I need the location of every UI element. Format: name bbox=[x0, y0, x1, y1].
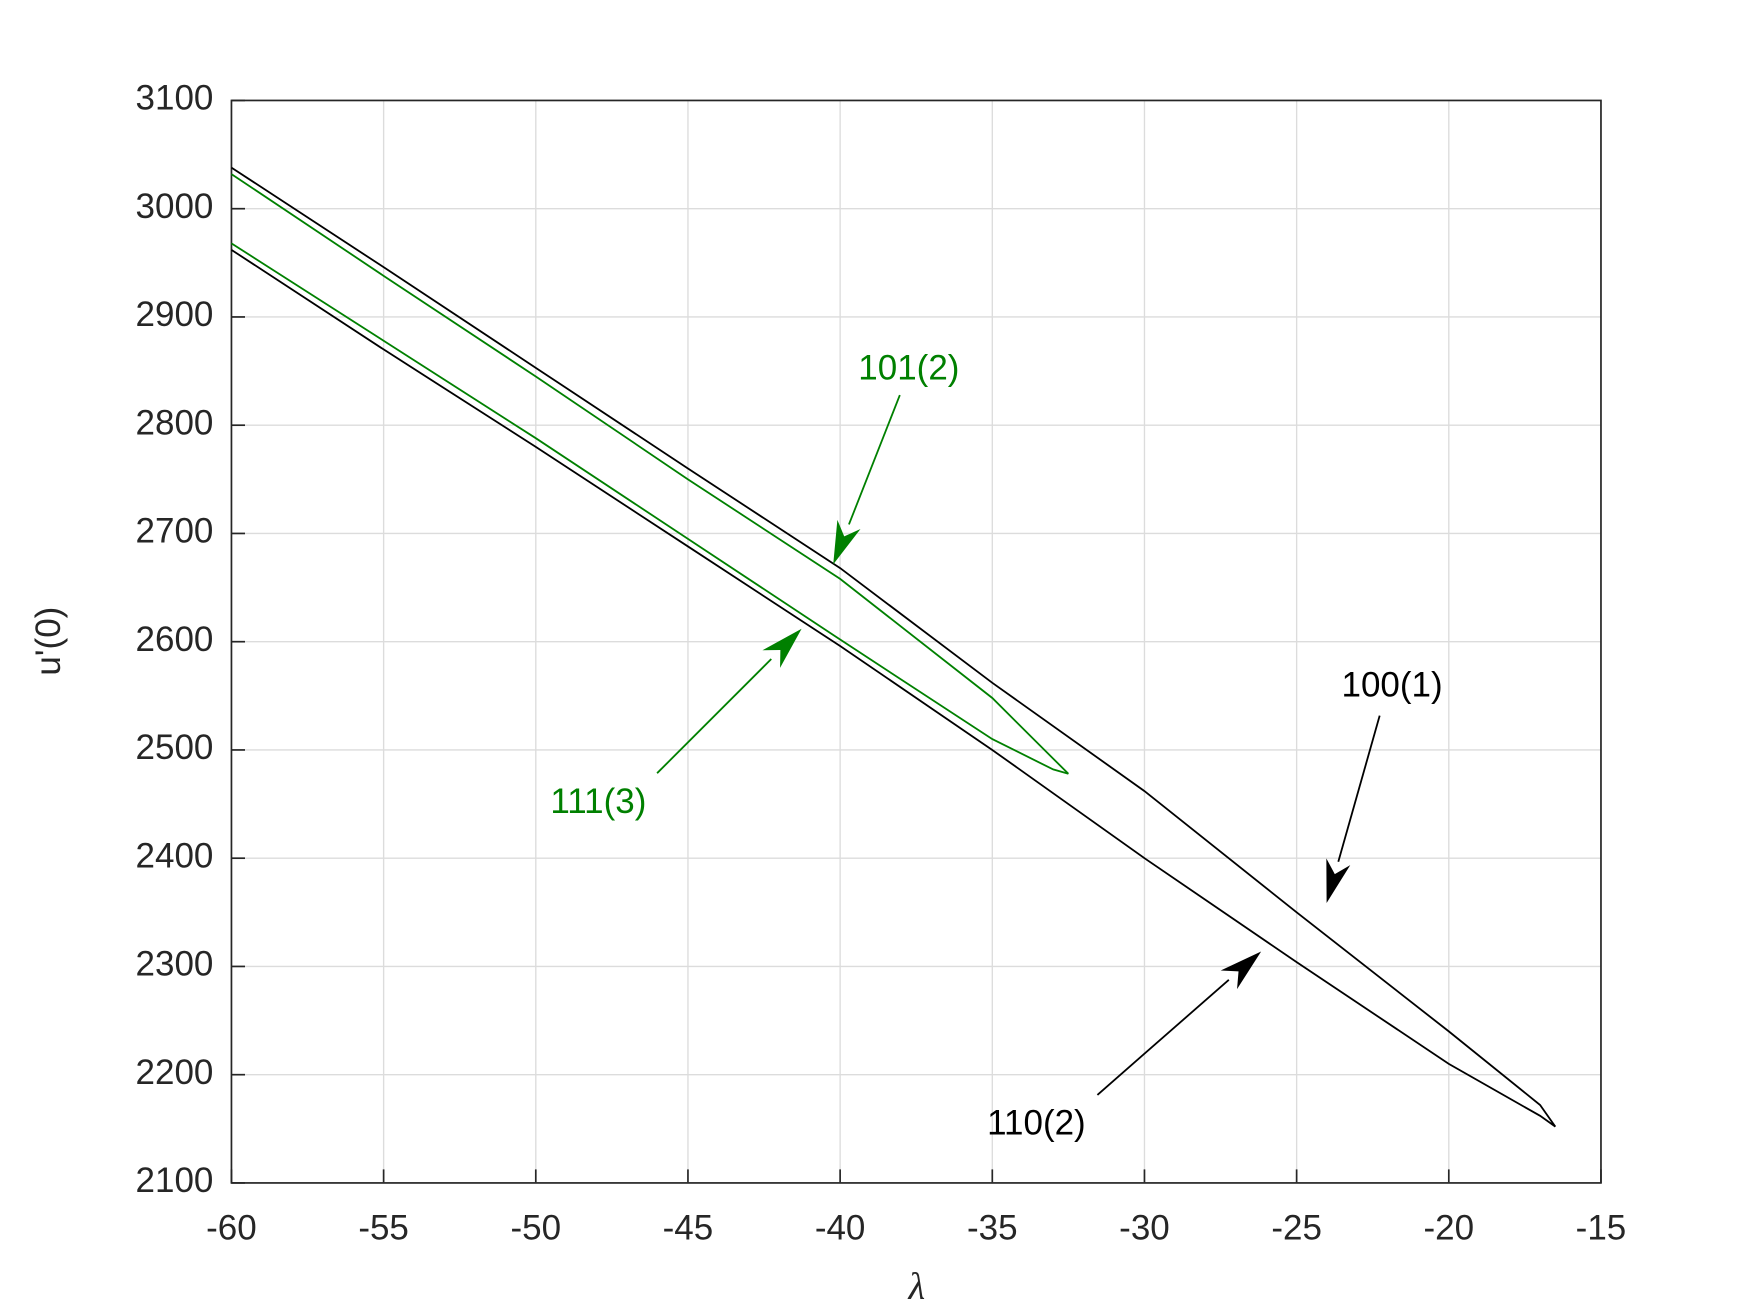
x-tick-label: -50 bbox=[510, 1209, 561, 1248]
x-tick-label: -15 bbox=[1576, 1209, 1627, 1248]
arrow-head bbox=[1220, 951, 1262, 990]
y-tick-label: 2300 bbox=[136, 945, 214, 984]
x-tick-label: -45 bbox=[663, 1209, 714, 1248]
curve bbox=[230, 173, 1070, 775]
x-tick-label: -25 bbox=[1271, 1209, 1322, 1248]
y-tick-label: 3000 bbox=[136, 187, 214, 226]
y-tick-label: 2500 bbox=[136, 728, 214, 767]
curve bbox=[230, 166, 1557, 1128]
annotation: 110(2) bbox=[987, 1104, 1086, 1143]
y-tick-label: 2700 bbox=[136, 512, 214, 551]
y-tick-label: 3100 bbox=[136, 79, 214, 118]
arrow-shaft bbox=[848, 394, 901, 525]
x-tick-label: -55 bbox=[358, 1209, 409, 1248]
y-axis-label: u'(0) bbox=[29, 607, 68, 676]
x-tick-label: -40 bbox=[815, 1209, 866, 1248]
y-tick-label: 2400 bbox=[136, 836, 214, 875]
y-tick-label: 2800 bbox=[136, 403, 214, 442]
y-tick-label: 2200 bbox=[136, 1053, 214, 1092]
y-tick-label: 2900 bbox=[136, 295, 214, 334]
annotation: 101(2) bbox=[858, 348, 959, 387]
arrow-head bbox=[762, 628, 802, 668]
x-tick-label: -30 bbox=[1119, 1209, 1170, 1248]
curve bbox=[230, 242, 1069, 775]
x-axis-label: λ bbox=[907, 1266, 925, 1308]
annotation: 111(3) bbox=[550, 782, 646, 821]
arrow-shaft bbox=[1096, 979, 1230, 1096]
arrow-head bbox=[1326, 858, 1351, 904]
arrow-shaft bbox=[1337, 715, 1381, 862]
x-tick-label: -20 bbox=[1424, 1209, 1475, 1248]
x-tick-label: -35 bbox=[967, 1209, 1018, 1248]
curve bbox=[230, 249, 1556, 1128]
plot-frame bbox=[230, 99, 1602, 1184]
y-tick-label: 2600 bbox=[136, 620, 214, 659]
arrow-shaft bbox=[656, 658, 772, 774]
x-tick-label: -60 bbox=[206, 1209, 257, 1248]
annotation: 100(1) bbox=[1342, 666, 1443, 705]
y-tick-label: 2100 bbox=[136, 1161, 214, 1200]
arrow-head bbox=[833, 519, 861, 565]
